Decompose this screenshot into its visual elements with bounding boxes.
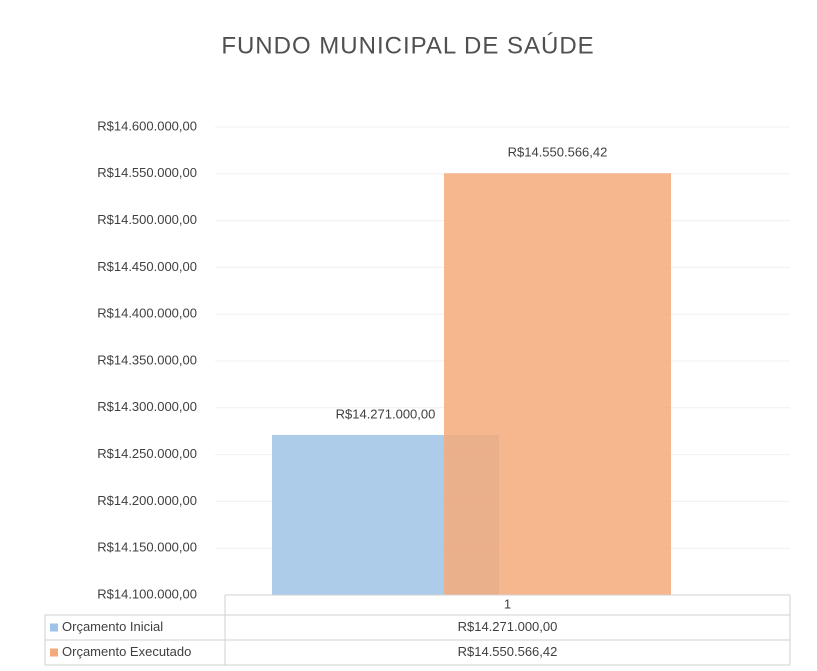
- table-value: R$14.550.566,42: [458, 644, 558, 659]
- y-tick-label: R$14.450.000,00: [97, 259, 197, 274]
- x-tick-label: 1: [504, 596, 511, 611]
- y-tick-label: R$14.400.000,00: [97, 306, 197, 321]
- y-tick-label: R$14.200.000,00: [97, 493, 197, 508]
- y-tick-label: R$14.300.000,00: [97, 399, 197, 414]
- y-tick-label: R$14.350.000,00: [97, 352, 197, 367]
- data-label: R$14.271.000,00: [336, 406, 436, 421]
- legend-swatch: [50, 648, 58, 657]
- y-tick-label: R$14.250.000,00: [97, 446, 197, 461]
- legend-label: Orçamento Inicial: [62, 619, 163, 634]
- legend-swatch: [50, 623, 58, 632]
- table-value: R$14.271.000,00: [458, 619, 558, 634]
- chart-title: FUNDO MUNICIPAL DE SAÚDE: [221, 32, 594, 59]
- y-tick-label: R$14.150.000,00: [97, 540, 197, 555]
- y-tick-label: R$14.100.000,00: [97, 586, 197, 601]
- y-tick-label: R$14.550.000,00: [97, 165, 197, 180]
- bar: [444, 173, 671, 595]
- y-tick-label: R$14.500.000,00: [97, 212, 197, 227]
- legend-label: Orçamento Executado: [62, 644, 191, 659]
- y-tick-label: R$14.600.000,00: [97, 118, 197, 133]
- data-label: R$14.550.566,42: [508, 145, 608, 160]
